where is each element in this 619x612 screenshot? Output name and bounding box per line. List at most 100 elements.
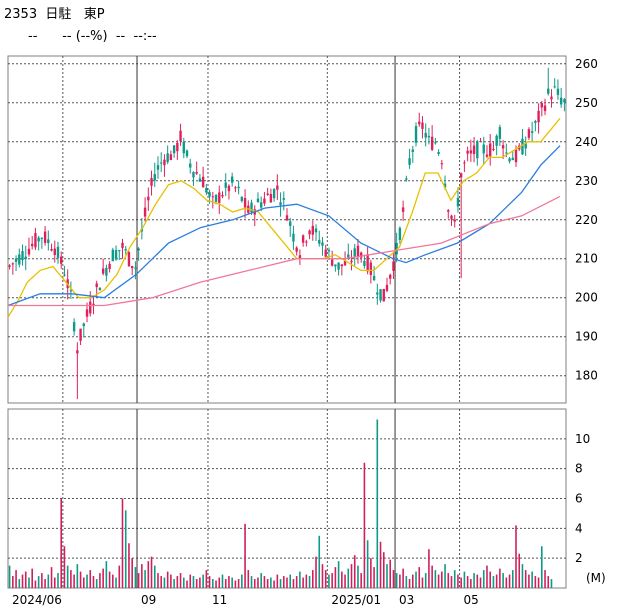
candle-body [324, 249, 327, 257]
candle-body [195, 172, 198, 174]
candle-body [411, 149, 414, 153]
candle-body [556, 88, 560, 95]
candle-body [447, 210, 450, 212]
moving-average-line [7, 117, 561, 318]
moving-average-line [8, 195, 561, 307]
market-label: 東P [83, 7, 105, 22]
candle-body [334, 264, 337, 267]
candle-body [182, 141, 185, 154]
candle-body [282, 198, 285, 200]
candle-body [108, 263, 111, 269]
candle-body [498, 127, 502, 139]
candle-body [134, 267, 137, 269]
price-tick-label: 190 [575, 330, 598, 344]
candle-body [76, 350, 79, 354]
candle-body [150, 178, 153, 186]
candle-body [356, 245, 360, 257]
candle-body [205, 187, 208, 193]
candle-body [21, 251, 24, 261]
candle-body [85, 309, 89, 317]
candle-body [101, 268, 105, 274]
price-tick-label: 180 [575, 369, 598, 383]
candle-body [492, 148, 495, 151]
candle-body [121, 242, 124, 248]
candle-body [376, 292, 379, 295]
candle-body [179, 130, 182, 142]
quote-line: -- -- (--%) -- --:-- [28, 29, 157, 44]
candle-body [501, 145, 505, 149]
candle-body [327, 249, 331, 252]
candle-body [240, 197, 244, 201]
candle-body [405, 178, 408, 180]
candle-body [369, 262, 373, 275]
candle-body [69, 290, 73, 292]
x-tick-label: 05 [464, 593, 479, 607]
candle-body [495, 135, 498, 146]
candle-body [463, 162, 466, 164]
candle-body [443, 183, 447, 188]
candle-body [34, 233, 37, 248]
candle-body [489, 143, 492, 157]
volume-tick-label: 10 [575, 432, 590, 446]
candle-body [437, 152, 440, 154]
candle-body [343, 260, 347, 266]
candle-body [130, 266, 134, 269]
change-value: -- (--%) [62, 29, 108, 44]
x-tick-label: 11 [212, 593, 227, 607]
candle-body [292, 233, 295, 242]
candle-body [98, 287, 102, 291]
candle-body [363, 260, 366, 266]
price-tick-label: 210 [575, 252, 598, 266]
candle-body [198, 178, 202, 182]
candle-body [114, 250, 118, 260]
candle-body [482, 144, 485, 154]
candle-body [18, 254, 21, 265]
candle-body [382, 288, 385, 302]
stock-code: 2353 [4, 7, 38, 22]
price-value: -- [28, 29, 38, 44]
candle-body [466, 150, 469, 154]
volume-unit-label: (M) [586, 571, 606, 585]
candle-body [256, 198, 260, 203]
moving-average-line [7, 145, 561, 307]
price-tick-label: 230 [575, 174, 598, 188]
candle-body [421, 122, 424, 129]
candle-body [372, 275, 376, 281]
candle-body [105, 267, 108, 276]
candle-body [172, 145, 176, 154]
candle-body [427, 135, 431, 138]
candle-body [160, 162, 163, 164]
candle-body [321, 242, 324, 246]
candle-body [389, 274, 392, 279]
candle-body [127, 252, 131, 267]
candle-body [8, 265, 11, 267]
candle-body [527, 129, 531, 138]
candle-body [169, 154, 173, 161]
price-tick-label: 240 [575, 135, 598, 149]
candle-body [340, 264, 344, 267]
candle-body [176, 142, 179, 152]
candle-body [266, 193, 269, 195]
candle-body [347, 254, 350, 258]
stock-name: 日駐 [45, 7, 72, 22]
candle-body [511, 157, 514, 161]
candle-body [137, 248, 140, 251]
candle-body [550, 96, 553, 100]
price-tick-label: 200 [575, 291, 598, 305]
candle-body [250, 202, 253, 213]
candle-body [56, 246, 60, 258]
candle-body [40, 237, 44, 239]
candle-body [60, 256, 63, 264]
candle-body [53, 248, 56, 255]
candle-body [43, 231, 47, 243]
candle-body [269, 193, 273, 203]
candle-body [553, 86, 556, 88]
candle-body [543, 105, 547, 112]
price-tick-label: 260 [575, 57, 598, 71]
candle-body [308, 230, 311, 235]
candle-body [524, 143, 527, 149]
candle-body [534, 120, 537, 123]
candle-body [440, 163, 444, 165]
candle-body [192, 172, 195, 178]
